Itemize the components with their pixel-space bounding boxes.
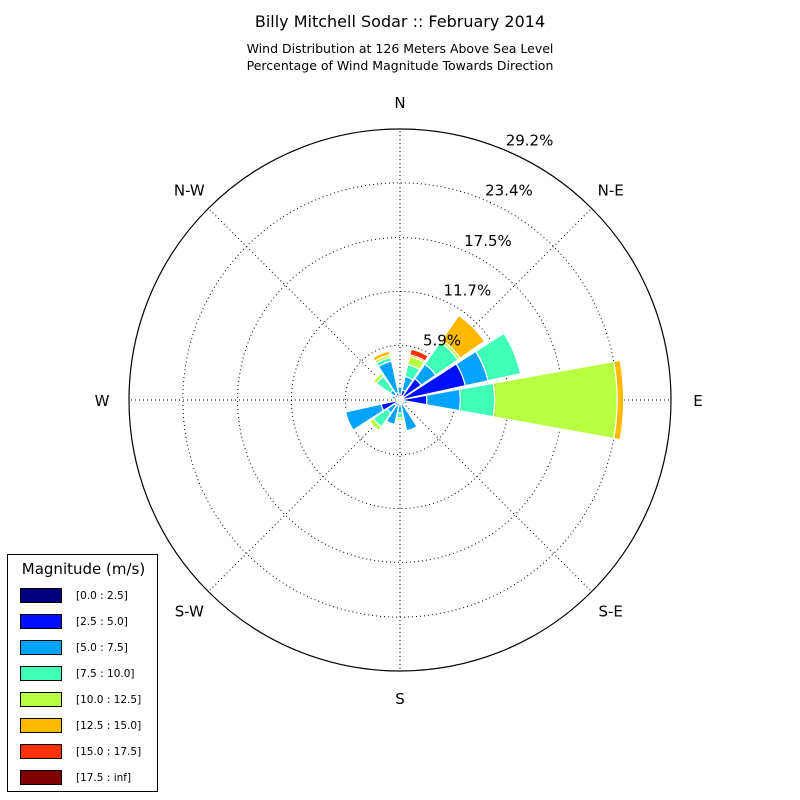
chart-subtitle-line-2: Percentage of Wind Magnitude Towards Dir…	[246, 58, 554, 73]
radial-tick-label: 11.7%	[444, 282, 492, 300]
radial-tick-label: 23.4%	[485, 181, 533, 199]
wedge-sw-bin-4	[368, 417, 383, 432]
compass-label-s-w: S-W	[175, 603, 204, 621]
chart-title: Billy Mitchell Sodar :: February 2014	[254, 12, 546, 31]
radial-tick-label: 17.5%	[464, 232, 512, 250]
legend-label: [2.5 : 5.0]	[76, 616, 128, 628]
radial-tick-label: 29.2%	[506, 132, 554, 150]
legend-swatch	[20, 666, 62, 681]
compass-label-s: S	[395, 690, 405, 708]
legend-swatch	[20, 614, 62, 629]
wedge-ese-bin-2	[403, 400, 408, 405]
chart-subtitle-line-1: Wind Distribution at 126 Meters Above Se…	[246, 41, 554, 56]
polar-frame	[128, 128, 672, 672]
compass-label-n-w: N-W	[174, 181, 205, 199]
legend: Magnitude (m/s) [0.0 : 2.5] [2.5 : 5.0] [5…	[7, 554, 158, 792]
legend-swatch	[20, 588, 62, 603]
wedge-wnw-bin-2	[391, 394, 397, 400]
radial-tick-label: 5.9%	[423, 331, 461, 349]
wedge-s-bin-4	[395, 416, 405, 422]
wedge-nw-bin-4	[372, 372, 385, 385]
legend-label: [12.5 : 15.0]	[76, 720, 142, 732]
wedge-wsw-bin-2	[344, 403, 385, 431]
legend-swatch	[20, 770, 62, 785]
legend-swatch	[20, 692, 62, 707]
legend-label: [17.5 : inf]	[76, 772, 132, 784]
wedge-sse-bin-2	[400, 403, 418, 432]
wedge-e-bin-3	[458, 382, 496, 418]
wedge-e-bin-5	[613, 359, 625, 441]
compass-label-e: E	[693, 392, 702, 410]
legend-swatch	[20, 640, 62, 655]
wedge-ene-bin-3	[474, 332, 522, 382]
legend-label: [0.0 : 2.5]	[76, 590, 128, 602]
legend-label: [5.0 : 7.5]	[76, 642, 128, 654]
legend-label: [7.5 : 10.0]	[76, 668, 135, 680]
legend-swatch	[20, 718, 62, 733]
wedge-ne-bin-5	[441, 314, 486, 359]
grid-spoke	[208, 399, 401, 592]
legend-title: Magnitude (m/s)	[21, 560, 146, 578]
compass-label-s-e: S-E	[599, 603, 623, 621]
legend-label: [10.0 : 12.5]	[76, 694, 142, 706]
compass-label-n-e: N-E	[598, 181, 624, 199]
legend-label: [15.0 : 17.5]	[76, 746, 142, 758]
wedge-nnw-bin-5	[372, 350, 391, 362]
grid-spoke	[208, 208, 401, 401]
legend-swatch	[20, 744, 62, 759]
wedge-ssw-bin-2	[385, 404, 400, 426]
wedge-nne-bin-6	[409, 348, 429, 362]
compass-label-w: W	[95, 392, 110, 410]
compass-label-n: N	[394, 94, 405, 112]
